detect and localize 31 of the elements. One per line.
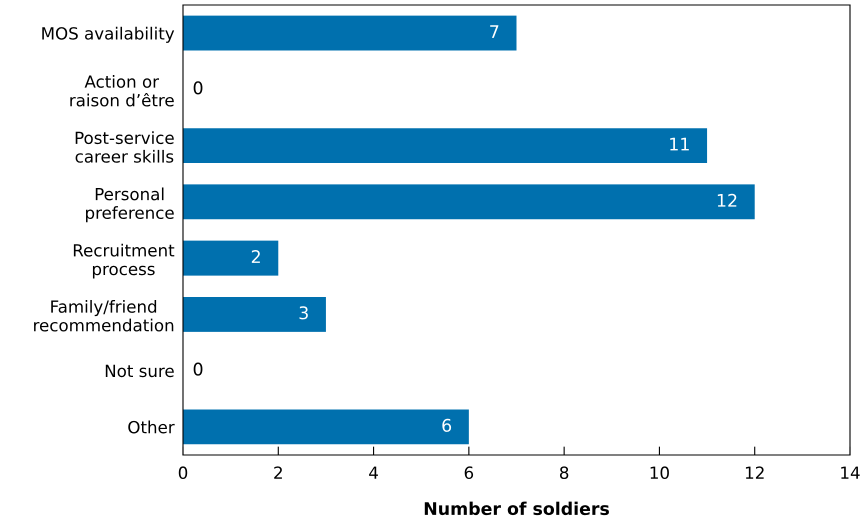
y-tick-label: Recruitment process bbox=[74, 244, 174, 279]
data-label: 3 bbox=[300, 306, 308, 320]
y-tick-label: Action or raison d’être bbox=[70, 74, 174, 107]
bar bbox=[183, 409, 469, 444]
x-tick-label: 0 bbox=[178, 466, 188, 480]
x-tick-label: 10 bbox=[650, 466, 669, 480]
x-tick-label: 6 bbox=[464, 466, 474, 480]
x-tick-label: 2 bbox=[274, 466, 282, 479]
y-tick-label: Other bbox=[128, 420, 175, 434]
bar bbox=[183, 296, 326, 332]
data-label: 0 bbox=[194, 362, 202, 376]
data-label: 7 bbox=[490, 25, 498, 38]
x-tick-label: 8 bbox=[560, 466, 568, 480]
bar bbox=[183, 184, 755, 220]
y-tick-label: MOS availability bbox=[42, 26, 174, 43]
data-label: 6 bbox=[442, 418, 452, 432]
y-tick-label: Family/friend recommendation bbox=[34, 300, 174, 332]
bar bbox=[183, 240, 278, 276]
data-label: 11 bbox=[670, 138, 689, 150]
x-tick-label: 12 bbox=[746, 466, 764, 479]
x-tick-label: 14 bbox=[841, 466, 860, 479]
data-label: 0 bbox=[194, 81, 202, 94]
data-label: 2 bbox=[252, 250, 260, 263]
x-tick-label: 4 bbox=[369, 466, 378, 479]
x-axis-title: Number of soldiers bbox=[424, 502, 609, 516]
bar bbox=[183, 128, 708, 164]
y-tick-label: Personal preference bbox=[86, 187, 174, 222]
bar bbox=[183, 16, 516, 51]
y-tick-label: Post-service career skills bbox=[76, 131, 174, 163]
data-label: 12 bbox=[718, 194, 736, 207]
y-tick-label: Not sure bbox=[106, 364, 174, 378]
